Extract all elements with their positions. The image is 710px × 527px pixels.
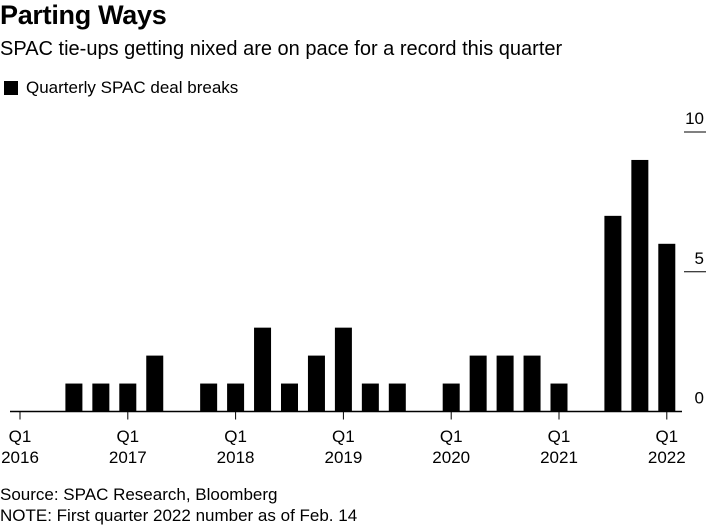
- bar: [442, 383, 460, 412]
- x-tick-label: 2020: [432, 448, 470, 467]
- bar: [658, 243, 676, 412]
- bar: [281, 383, 298, 412]
- source-text: Source: SPAC Research, Bloomberg: [0, 485, 278, 504]
- x-tick-label: 2017: [109, 448, 147, 467]
- bar: [92, 383, 110, 412]
- x-tick-label: 2021: [540, 448, 578, 467]
- bar: [631, 159, 649, 412]
- x-tick-label: Q1: [440, 427, 463, 446]
- x-tick-label: 2019: [324, 448, 362, 467]
- x-tick-label: Q1: [655, 427, 678, 446]
- x-tick-label: Q1: [9, 427, 32, 446]
- footnote: Source: SPAC Research, Bloomberg NOTE: F…: [0, 484, 357, 526]
- bar: [254, 327, 272, 412]
- bar: [307, 355, 325, 412]
- bar: [361, 383, 379, 412]
- x-tick-label: 2022: [648, 448, 686, 467]
- x-tick-label: 2018: [217, 448, 255, 467]
- chart-title: Parting Ways: [0, 0, 167, 30]
- bar: [604, 215, 622, 412]
- y-tick-label: 10: [685, 109, 704, 128]
- legend-label: Quarterly SPAC deal breaks: [26, 78, 239, 97]
- bar: [227, 383, 245, 412]
- x-tick-label: Q1: [224, 427, 247, 446]
- bar: [119, 383, 137, 412]
- x-tick-label: Q1: [332, 427, 355, 446]
- x-tick-label: 2016: [1, 448, 39, 467]
- x-tick-label: Q1: [116, 427, 139, 446]
- bar: [65, 383, 83, 412]
- y-tick-label: 0: [695, 389, 704, 408]
- bar: [388, 383, 406, 412]
- bar: [146, 355, 164, 412]
- bar: [550, 383, 568, 412]
- y-tick-label: 5: [695, 249, 704, 268]
- bar: [496, 355, 514, 412]
- note-text: NOTE: First quarter 2022 number as of Fe…: [0, 506, 358, 525]
- legend: Quarterly SPAC deal breaks: [4, 78, 238, 98]
- bar: [469, 355, 487, 412]
- bar: [200, 383, 218, 412]
- x-tick-label: Q1: [548, 427, 571, 446]
- legend-swatch: [4, 81, 18, 95]
- bar: [334, 327, 352, 412]
- chart-subtitle: SPAC tie-ups getting nixed are on pace f…: [0, 38, 563, 60]
- bar: [523, 355, 541, 412]
